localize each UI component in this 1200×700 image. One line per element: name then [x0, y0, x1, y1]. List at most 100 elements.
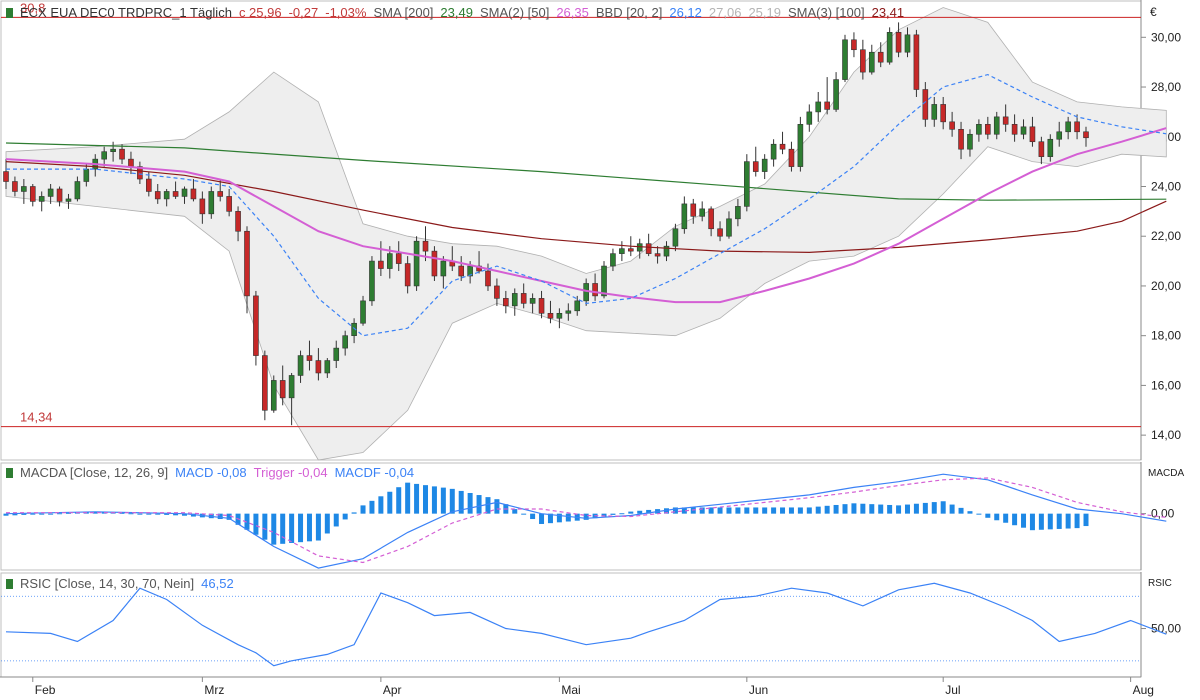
candle[interactable] [333, 340, 340, 368]
macd-panel[interactable]: 0,00 [0, 462, 1175, 571]
candle[interactable] [717, 221, 723, 242]
candle[interactable] [592, 273, 598, 301]
candle[interactable] [806, 104, 813, 132]
candle[interactable] [976, 119, 982, 142]
candle[interactable] [110, 141, 116, 162]
candle[interactable] [851, 32, 857, 58]
candle[interactable] [235, 206, 241, 242]
candle[interactable] [663, 241, 670, 262]
candle[interactable] [1002, 104, 1009, 132]
candle[interactable] [324, 358, 331, 378]
candle[interactable] [172, 181, 179, 199]
candle[interactable] [29, 184, 36, 207]
candle[interactable] [744, 154, 750, 212]
candle[interactable] [520, 283, 527, 309]
candle[interactable] [21, 179, 27, 204]
candle[interactable] [494, 278, 500, 306]
candle[interactable] [226, 188, 232, 217]
candle[interactable] [967, 129, 973, 157]
rsi-series-line[interactable] [5, 582, 1167, 667]
candle[interactable] [895, 22, 902, 58]
candle[interactable] [529, 293, 536, 314]
candle[interactable] [690, 198, 697, 224]
candle[interactable] [3, 159, 9, 189]
candle[interactable] [833, 72, 839, 112]
candle[interactable] [619, 241, 625, 262]
candle[interactable] [12, 176, 18, 197]
candle[interactable] [253, 290, 259, 366]
candle[interactable] [413, 236, 420, 291]
candle[interactable] [511, 288, 518, 316]
candle[interactable] [842, 34, 848, 83]
candle[interactable] [681, 196, 688, 234]
candle[interactable] [404, 256, 411, 294]
candle[interactable] [654, 246, 661, 264]
candle[interactable] [886, 27, 893, 65]
candle[interactable] [190, 179, 197, 202]
candle[interactable] [1056, 121, 1063, 147]
candle[interactable] [770, 139, 777, 167]
candle[interactable] [1074, 114, 1080, 140]
candle[interactable] [208, 186, 215, 219]
candle[interactable] [56, 186, 63, 207]
candle[interactable] [262, 350, 268, 421]
macd-series-line[interactable] [5, 473, 1167, 569]
candle[interactable] [244, 226, 250, 314]
candle[interactable] [458, 256, 465, 281]
candle[interactable] [288, 372, 295, 426]
candle[interactable] [199, 191, 206, 224]
candle[interactable] [351, 318, 357, 344]
candle[interactable] [574, 295, 581, 316]
candle[interactable] [47, 184, 54, 204]
candle[interactable] [985, 116, 991, 140]
candle[interactable] [101, 146, 107, 167]
candle[interactable] [538, 290, 545, 319]
candle[interactable] [868, 44, 875, 75]
candle[interactable] [708, 206, 714, 237]
candle[interactable] [163, 188, 170, 207]
candle[interactable] [672, 223, 679, 252]
candle[interactable] [860, 39, 866, 80]
candle[interactable] [752, 146, 759, 177]
candle[interactable] [726, 211, 732, 239]
candle[interactable] [154, 184, 161, 204]
candle[interactable] [1047, 134, 1054, 162]
price-series-line[interactable] [5, 127, 1167, 304]
candle[interactable] [877, 42, 884, 68]
candle[interactable] [137, 161, 143, 184]
candle[interactable] [119, 144, 125, 165]
candle[interactable] [779, 131, 786, 155]
candle[interactable] [931, 96, 938, 127]
candle[interactable] [1011, 114, 1018, 142]
candle[interactable] [824, 77, 830, 115]
candle[interactable] [146, 171, 152, 197]
candle[interactable] [940, 96, 946, 130]
candle[interactable] [1083, 126, 1089, 147]
candle[interactable] [547, 300, 554, 324]
candle[interactable] [913, 29, 920, 97]
price-series-line[interactable] [6, 73, 1167, 337]
candle[interactable] [360, 295, 366, 326]
candle[interactable] [556, 308, 563, 329]
candle[interactable] [601, 261, 607, 299]
candle[interactable] [315, 348, 322, 381]
candle[interactable] [440, 256, 447, 289]
candle[interactable] [297, 350, 304, 383]
candle[interactable] [422, 226, 429, 262]
candle[interactable] [949, 111, 955, 137]
candle[interactable] [1029, 116, 1036, 147]
candle[interactable] [369, 256, 375, 306]
candle[interactable] [378, 241, 384, 276]
candle[interactable] [699, 201, 705, 222]
candle[interactable] [815, 92, 822, 122]
candle[interactable] [74, 176, 81, 202]
candle[interactable] [431, 246, 438, 281]
price-series-line[interactable] [5, 161, 1167, 254]
candle[interactable] [922, 82, 929, 127]
candle[interactable] [279, 365, 286, 406]
candle[interactable] [761, 154, 768, 180]
candle[interactable] [65, 193, 72, 209]
candle[interactable] [565, 303, 572, 321]
candle[interactable] [395, 241, 402, 272]
candle[interactable] [797, 116, 804, 172]
